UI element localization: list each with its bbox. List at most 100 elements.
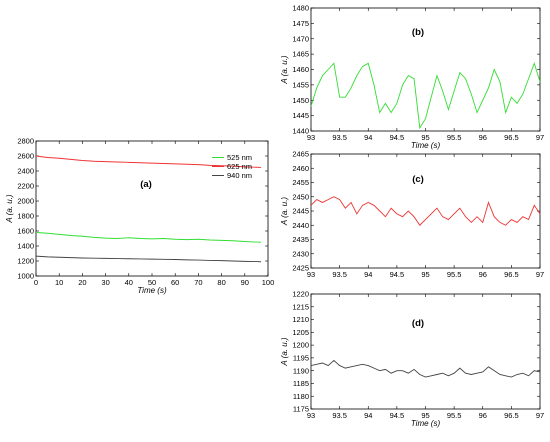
plot-frame <box>310 293 541 410</box>
x-tick-label: 97 <box>536 411 544 420</box>
y-tick-label: 2445 <box>292 207 309 216</box>
panel-label: (b) <box>412 27 424 38</box>
x-tick-label: 40 <box>125 278 133 287</box>
x-tick-label: 96 <box>479 411 487 420</box>
y-tick-label: 1600 <box>17 227 34 236</box>
x-tick-label: 93 <box>307 133 315 142</box>
x-tick-label: 96.5 <box>504 270 519 279</box>
x-tick-label: 90 <box>241 278 249 287</box>
x-tick-label: 94.5 <box>390 133 405 142</box>
y-tick-label: 2800 <box>17 137 34 146</box>
x-tick-label: 20 <box>78 278 86 287</box>
y-tick-label: 1205 <box>292 328 309 337</box>
y-tick-label: 1215 <box>292 302 309 311</box>
plot-frame <box>310 153 541 269</box>
y-tick-label: 1450 <box>292 96 309 105</box>
y-tick-label: 2000 <box>17 197 34 206</box>
x-tick-label: 94 <box>364 133 372 142</box>
y-tick-label: 2200 <box>17 182 34 191</box>
x-tick-label: 95 <box>421 133 429 142</box>
y-tick-label: 1000 <box>17 272 34 281</box>
y-tick-label: 1465 <box>292 50 309 59</box>
y-tick-label: 2440 <box>292 221 309 230</box>
x-tick-label: 94 <box>364 270 372 279</box>
panel-label: (a) <box>140 179 152 190</box>
x-tick-label: 97 <box>536 133 544 142</box>
series-line-d <box>310 359 541 378</box>
panel-label: (c) <box>412 174 424 185</box>
y-tick-label: 2460 <box>292 164 309 173</box>
y-tick-label: 1180 <box>293 392 309 401</box>
y-axis-label: A (a. u.) <box>5 194 14 223</box>
y-tick-label: 1475 <box>292 19 309 28</box>
y-tick-label: 2425 <box>292 264 309 273</box>
x-tick-label: 95.5 <box>447 270 462 279</box>
x-tick-label: 30 <box>101 278 109 287</box>
y-tick-label: 1175 <box>293 405 309 414</box>
y-tick-label: 1195 <box>293 353 309 362</box>
y-tick-label: 1220 <box>292 290 309 299</box>
x-tick-label: 93.5 <box>332 270 347 279</box>
x-tick-label: 93.5 <box>332 133 347 142</box>
y-tick-label: 1210 <box>292 315 309 324</box>
x-tick-label: 94.5 <box>390 411 405 420</box>
x-tick-label: 60 <box>171 278 179 287</box>
y-tick-label: 1400 <box>17 242 34 251</box>
x-tick-label: 10 <box>55 278 63 287</box>
x-axis-label: Time (s) <box>411 419 441 428</box>
y-tick-label: 2600 <box>17 152 34 161</box>
y-tick-label: 2430 <box>292 249 309 258</box>
x-tick-label: 70 <box>194 278 202 287</box>
series-line-940-nm <box>35 255 262 263</box>
x-tick-label: 80 <box>217 278 225 287</box>
x-axis-label: Time (s) <box>411 141 441 150</box>
series-line-b <box>310 61 541 130</box>
x-tick-label: 94.5 <box>390 270 405 279</box>
x-tick-label: 0 <box>34 278 38 287</box>
y-tick-label: 1440 <box>292 127 309 136</box>
series-line-625-nm <box>35 155 262 168</box>
x-tick-label: 95 <box>421 411 429 420</box>
y-tick-label: 1200 <box>17 257 34 266</box>
y-tick-label: 1800 <box>17 212 34 221</box>
y-tick-label: 1445 <box>292 111 309 120</box>
x-axis-label: Time (s) <box>137 286 167 295</box>
y-tick-label: 2435 <box>292 235 309 244</box>
chart-panel-c: 93 93.5 94 94.5 95 95.5 96 96.5 97 2425 2430 2435 24… <box>280 150 544 279</box>
y-axis-label: A (a. u.) <box>280 337 289 366</box>
x-tick-label: 50 <box>148 278 156 287</box>
x-tick-label: 94 <box>364 411 372 420</box>
series-line-525-nm <box>35 232 262 243</box>
chart-panel-d: 93 93.5 94 94.5 95 95.5 96 96.5 97 1175 1180 1185 11… <box>280 290 544 428</box>
y-axis-label: A (a. u.) <box>280 55 289 84</box>
x-tick-label: 96 <box>479 270 487 279</box>
legend-entry: 525 nm <box>227 153 252 162</box>
y-tick-label: 1190 <box>293 366 309 375</box>
x-tick-label: 93 <box>307 411 315 420</box>
x-tick-label: 100 <box>262 278 275 287</box>
y-tick-label: 1480 <box>292 4 309 13</box>
y-tick-label: 1455 <box>292 80 309 89</box>
x-tick-label: 95.5 <box>447 133 462 142</box>
legend-entry: 625 nm <box>227 162 252 171</box>
series-line-c <box>310 196 541 226</box>
x-tick-label: 95.5 <box>447 411 462 420</box>
y-axis-label: A (a. u.) <box>280 197 289 226</box>
chart-panel-b: 93 93.5 94 94.5 95 95.5 96 96.5 97 1440 1445 1450 14… <box>280 4 544 150</box>
y-tick-label: 2400 <box>17 167 34 176</box>
panel-label: (d) <box>412 318 424 329</box>
y-tick-label: 1185 <box>293 379 309 388</box>
y-tick-label: 2455 <box>292 178 309 187</box>
y-tick-label: 1200 <box>292 341 309 350</box>
y-tick-label: 2465 <box>292 150 309 159</box>
x-tick-label: 97 <box>536 270 544 279</box>
x-tick-label: 96.5 <box>504 411 519 420</box>
y-tick-label: 1470 <box>292 34 309 43</box>
x-tick-label: 93 <box>307 270 315 279</box>
chart-panel-a: 0 10 20 30 40 50 60 70 80 90 100 1000 1200 1400 1600 18… <box>5 137 274 295</box>
x-tick-label: 96 <box>479 133 487 142</box>
x-tick-label: 93.5 <box>332 411 347 420</box>
x-tick-label: 95 <box>421 270 429 279</box>
